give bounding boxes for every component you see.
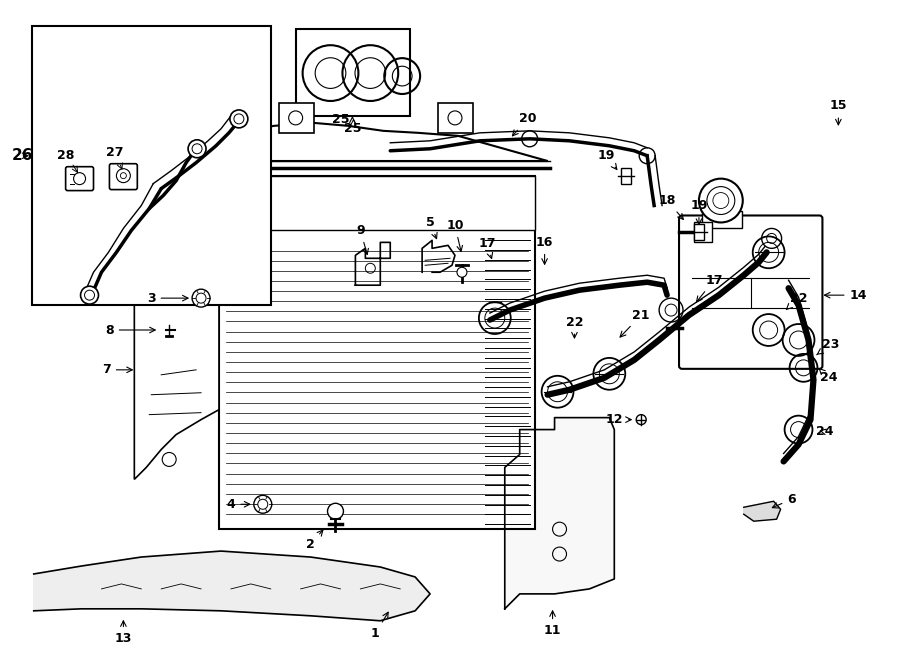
- Text: 17: 17: [697, 274, 723, 302]
- FancyBboxPatch shape: [110, 164, 138, 190]
- Polygon shape: [743, 501, 780, 521]
- Text: 13: 13: [114, 621, 132, 645]
- Bar: [621, 168, 631, 184]
- Text: 17: 17: [478, 237, 496, 258]
- Text: 7: 7: [102, 364, 132, 376]
- Circle shape: [699, 178, 742, 223]
- Circle shape: [328, 503, 344, 519]
- Text: 28: 28: [57, 149, 74, 162]
- Text: 20: 20: [512, 112, 536, 136]
- Text: 9: 9: [356, 224, 368, 254]
- Text: 22: 22: [787, 292, 807, 309]
- Text: 5: 5: [426, 216, 437, 239]
- Text: 12: 12: [606, 413, 631, 426]
- Circle shape: [230, 110, 248, 128]
- FancyBboxPatch shape: [679, 215, 823, 369]
- Polygon shape: [505, 418, 615, 609]
- Text: 8: 8: [105, 323, 155, 336]
- Bar: [219, 176, 535, 529]
- Bar: [702, 210, 742, 229]
- Circle shape: [188, 140, 206, 158]
- Text: 6: 6: [772, 493, 796, 508]
- Bar: [219, 176, 535, 231]
- Text: 1: 1: [371, 612, 388, 641]
- Circle shape: [254, 495, 272, 513]
- Text: 19: 19: [598, 149, 616, 169]
- Bar: [694, 225, 704, 241]
- Text: 24: 24: [819, 368, 837, 384]
- Text: 3: 3: [147, 292, 188, 305]
- FancyBboxPatch shape: [66, 167, 94, 190]
- Text: 24: 24: [815, 425, 833, 438]
- Circle shape: [81, 286, 98, 304]
- Text: 4: 4: [227, 498, 250, 511]
- Text: 22: 22: [566, 315, 583, 338]
- Bar: [296, 29, 410, 116]
- Bar: [438, 103, 473, 133]
- Circle shape: [761, 229, 781, 249]
- Polygon shape: [134, 251, 219, 479]
- Text: 16: 16: [536, 236, 554, 264]
- Text: 14: 14: [824, 289, 867, 301]
- Bar: [694, 223, 712, 243]
- Bar: [32, 26, 271, 305]
- Text: 15: 15: [830, 99, 847, 125]
- Circle shape: [192, 289, 210, 307]
- Text: 10: 10: [446, 219, 464, 251]
- Bar: [279, 103, 313, 133]
- Text: 19: 19: [690, 199, 707, 225]
- Text: 18: 18: [659, 194, 683, 219]
- Text: 27: 27: [106, 146, 124, 159]
- Text: 26: 26: [12, 148, 33, 163]
- Text: 11: 11: [544, 611, 562, 637]
- Text: 23: 23: [816, 338, 839, 355]
- Text: 25: 25: [332, 113, 349, 126]
- Text: 21: 21: [620, 309, 650, 337]
- Text: 2: 2: [306, 530, 323, 551]
- Text: 25: 25: [344, 116, 361, 136]
- Circle shape: [457, 267, 467, 277]
- Circle shape: [636, 414, 646, 424]
- Polygon shape: [34, 551, 430, 621]
